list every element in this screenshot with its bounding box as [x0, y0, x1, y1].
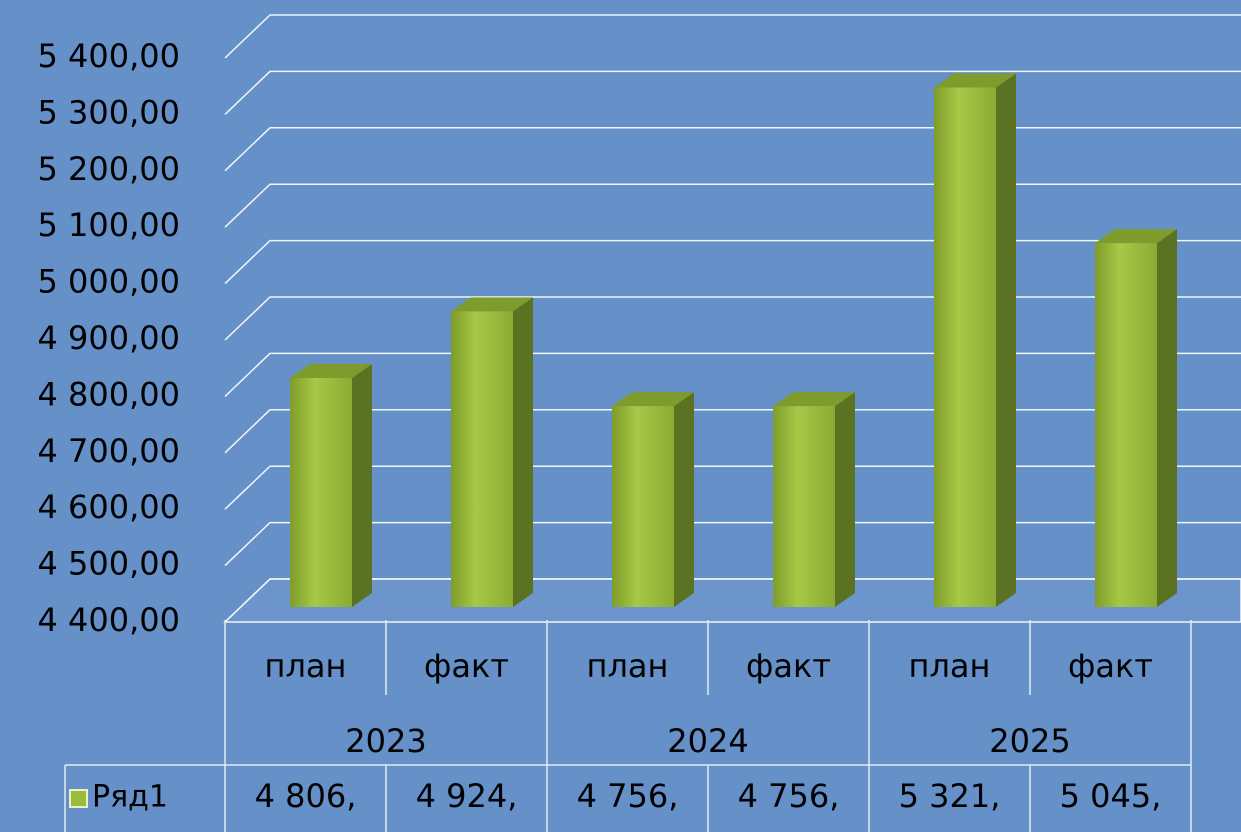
- y-tick-label: 4 900,00: [38, 319, 181, 357]
- y-tick-label: 4 800,00: [38, 375, 181, 413]
- grid-line: [224, 14, 1241, 59]
- bar-top: [1095, 229, 1177, 244]
- x-tick-label: факт: [746, 647, 831, 685]
- y-tick-label: 4 500,00: [38, 545, 181, 583]
- grid-line: [224, 127, 1241, 172]
- bar-side: [352, 363, 372, 607]
- bar-top: [934, 73, 1016, 88]
- bar: [451, 297, 533, 607]
- bar-side: [835, 392, 855, 607]
- x-tick-label: план: [909, 647, 991, 685]
- data-label: 5 321,: [899, 777, 1001, 815]
- bar: [773, 392, 855, 607]
- bar-top: [773, 392, 855, 407]
- group-label: 2025: [989, 722, 1070, 760]
- x-tick-label: факт: [1068, 647, 1153, 685]
- y-tick-label: 5 300,00: [38, 93, 181, 131]
- bar: [612, 392, 694, 607]
- bar-top: [612, 392, 694, 407]
- bar-front: [612, 406, 674, 607]
- data-label: 4 806,: [255, 777, 357, 815]
- data-label: 4 756,: [577, 777, 679, 815]
- x-tick-label: план: [587, 647, 669, 685]
- bar-front: [290, 377, 352, 607]
- bar-front: [451, 311, 513, 607]
- legend-key: [69, 789, 88, 808]
- group-label: 2024: [667, 722, 748, 760]
- x-tick-label: план: [265, 647, 347, 685]
- y-tick-label: 4 400,00: [38, 601, 181, 639]
- bar: [290, 363, 372, 607]
- data-label: 4 756,: [738, 777, 840, 815]
- bar: [934, 73, 1016, 607]
- bar-side: [513, 297, 533, 607]
- grid-line: [224, 352, 1241, 397]
- grid-line: [224, 521, 1241, 567]
- grid-line: [224, 239, 1241, 285]
- data-label: 5 045,: [1060, 777, 1162, 815]
- y-tick-label: 5 100,00: [38, 206, 181, 244]
- grid-line: [224, 183, 1241, 228]
- bar-front: [773, 406, 835, 607]
- y-tick-label: 5 400,00: [38, 37, 181, 75]
- grid-line: [224, 409, 1241, 454]
- bar-side: [996, 73, 1016, 607]
- y-tick-label: 4 700,00: [38, 432, 181, 470]
- bar: [1095, 229, 1177, 607]
- y-tick-label: 5 000,00: [38, 263, 181, 301]
- floor: [223, 578, 1241, 623]
- y-tick-label: 4 600,00: [38, 488, 181, 526]
- grid-line: [224, 70, 1241, 115]
- bar-front: [1095, 243, 1157, 607]
- x-tick-label: факт: [424, 647, 509, 685]
- data-label: 4 924,: [416, 777, 518, 815]
- bar-top: [451, 297, 533, 312]
- y-tick-label: 5 200,00: [38, 150, 181, 188]
- bar-side: [1157, 229, 1177, 607]
- group-label: 2023: [345, 722, 426, 760]
- bar-top: [290, 363, 372, 378]
- bar-front: [934, 87, 996, 607]
- grid-line: [224, 465, 1241, 510]
- grid-line: [224, 296, 1241, 341]
- bar-side: [674, 392, 694, 607]
- legend-label: Ряд1: [92, 780, 168, 815]
- grid-line: [224, 578, 1241, 623]
